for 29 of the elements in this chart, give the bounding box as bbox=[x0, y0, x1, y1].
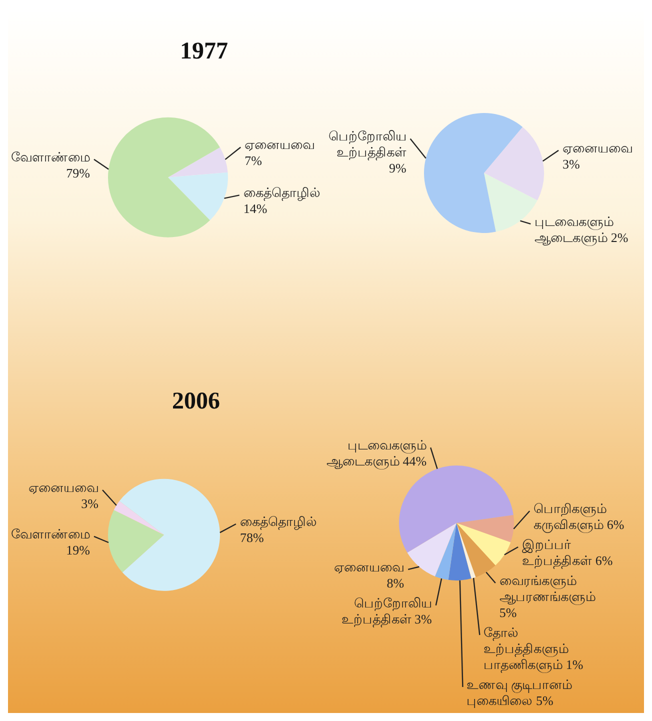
slice-label: ஏனையவை bbox=[28, 480, 99, 495]
slice-label: பெற்றோலிய உற்பத்திகள் 3% bbox=[341, 595, 432, 626]
slice-label: ஏனையவை bbox=[562, 140, 633, 156]
chart-title: 2006 bbox=[172, 388, 220, 415]
slice-label: கைத்தொழில் bbox=[240, 514, 317, 529]
data-label: 7% bbox=[244, 153, 262, 168]
data-label: 78% bbox=[240, 530, 264, 545]
data-label: 79% bbox=[66, 165, 90, 180]
data-label: 5% bbox=[499, 604, 517, 620]
slice-label: தோல் உற்பத்திகளும் பாதணிகளும் 1% bbox=[484, 624, 584, 673]
slice-label: உணவு குடிபானம் புகையிலை 5% bbox=[466, 676, 572, 708]
data-label: 8% bbox=[386, 575, 404, 590]
slice-label: புடவைகளும் ஆடைகளும் 2% bbox=[534, 214, 628, 246]
slice-label: வைரங்களும் ஆபரணங்களும் bbox=[499, 572, 596, 605]
slice-label: வேளாண்மை bbox=[11, 526, 90, 542]
slice-label: இறப்பர் உற்பத்திகள் 6% bbox=[522, 536, 613, 568]
slice-label: பொறிகளும் கருவிகளும் 6% bbox=[534, 500, 624, 533]
slice-label: வேளாண்மை bbox=[11, 149, 90, 164]
slice-label: கைத்தொழில் bbox=[243, 185, 320, 200]
data-label: 3% bbox=[562, 156, 580, 172]
slice-label: ஏனையவை bbox=[244, 137, 315, 152]
data-label: 3% bbox=[81, 496, 99, 511]
slice-label: பெற்றோலிய உற்பத்திகள் bbox=[328, 128, 406, 160]
slice-label: ஏனையவை bbox=[334, 559, 404, 574]
data-label: 19% bbox=[66, 542, 90, 558]
data-label: 9% bbox=[388, 160, 406, 176]
chart-title: 1977 bbox=[180, 38, 228, 65]
slice-label: புடவைகளும் ஆடைகளும் 44% bbox=[326, 438, 427, 470]
data-label: 14% bbox=[243, 201, 268, 216]
